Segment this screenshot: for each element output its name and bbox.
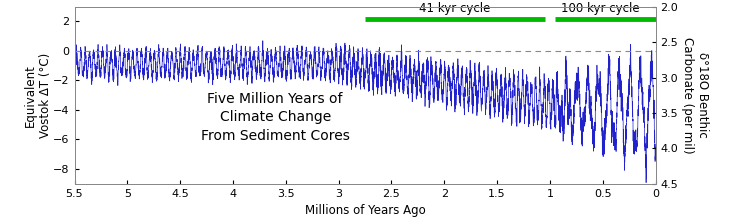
Y-axis label: δ°18O Benthic
Carbonate (per mil): δ°18O Benthic Carbonate (per mil) [681,37,709,153]
Y-axis label: Equivalent
Vostok ΔT (°C): Equivalent Vostok ΔT (°C) [24,53,51,138]
Text: 41 kyr cycle: 41 kyr cycle [419,2,490,15]
Text: 100 kyr cycle: 100 kyr cycle [561,2,639,15]
Text: Five Million Years of
Climate Change
From Sediment Cores: Five Million Years of Climate Change Fro… [201,92,349,143]
X-axis label: Millions of Years Ago: Millions of Years Ago [305,204,425,217]
